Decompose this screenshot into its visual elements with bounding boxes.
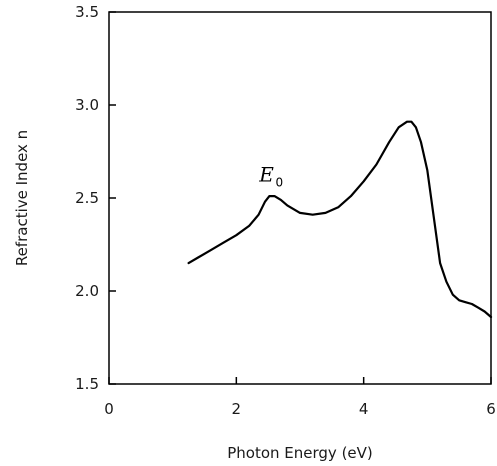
axes: 1.5 2.0 2.5 3.0 3.5 0 2 4 6 <box>75 3 496 418</box>
y-tick-label: 2.0 <box>75 282 99 300</box>
y-tick-label: 1.5 <box>75 375 99 393</box>
y-tick-label: 2.5 <box>75 189 99 207</box>
x-tick-label: 2 <box>232 400 242 418</box>
y-tick-label: 3.5 <box>75 3 99 21</box>
y-axis-title: Refractive Index n <box>13 130 31 266</box>
x-tick-label: 4 <box>359 400 369 418</box>
y-tick-label: 3.0 <box>75 96 99 114</box>
x-axis-title: Photon Energy (eV) <box>227 444 373 462</box>
x-tick-label: 6 <box>486 400 496 418</box>
plot-frame <box>108 11 492 385</box>
series-line <box>187 120 493 319</box>
annotation-subscript: 0 <box>276 176 284 190</box>
annotation-label: E <box>258 163 274 187</box>
x-tick-label: 0 <box>104 400 114 418</box>
